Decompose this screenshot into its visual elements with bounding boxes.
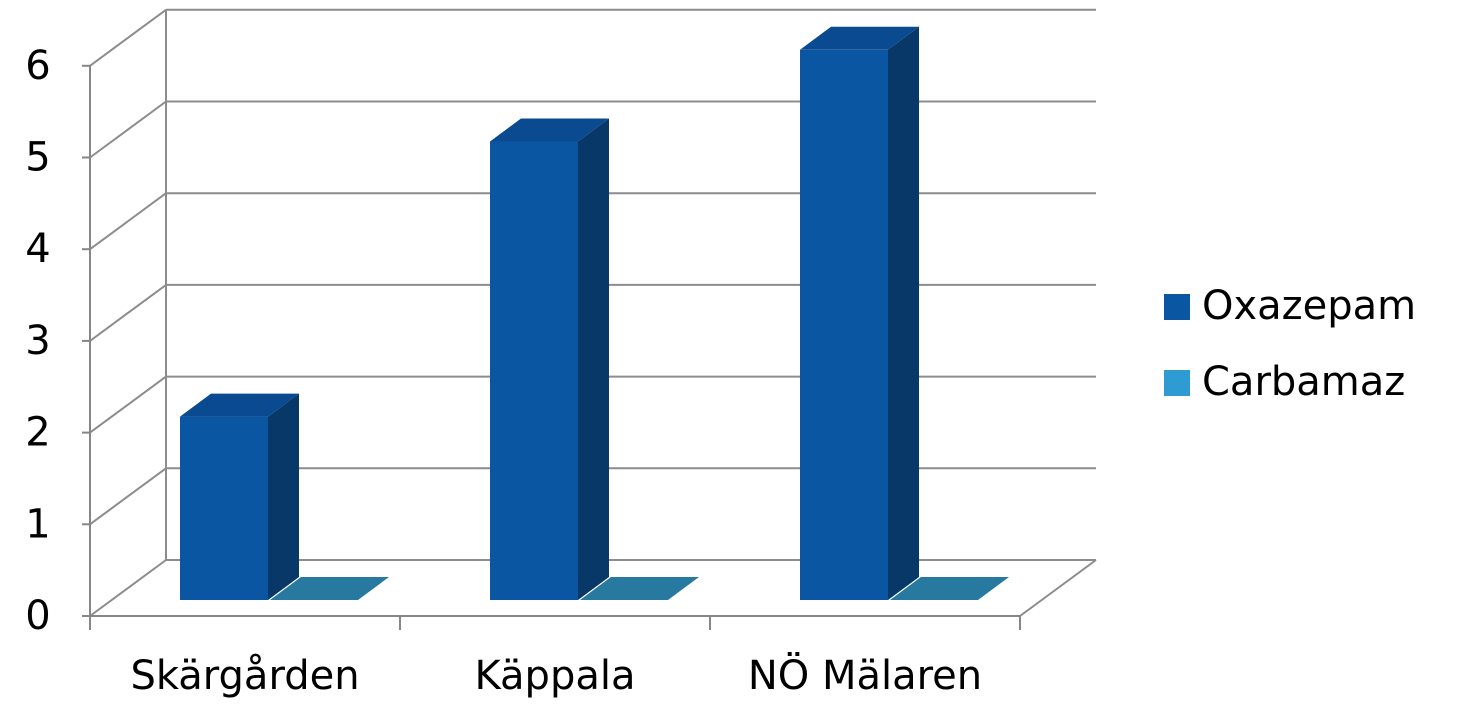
bar-top-0-1 (490, 118, 609, 142)
bar-front-0-0 (180, 416, 268, 600)
bar-side-0-0 (268, 393, 299, 600)
bar-side-0-2 (888, 26, 919, 601)
legend-swatch-0 (1164, 294, 1190, 320)
y-grid-side-line (89, 8, 167, 67)
legend-label-0: Oxazepam (1202, 283, 1416, 329)
y-tick-label: 6 (25, 43, 50, 89)
x-category-label: Skärgården (130, 653, 359, 699)
x-category-label: NÖ Mälaren (748, 651, 982, 699)
y-tick-label: 3 (25, 318, 50, 364)
bar-front-0-1 (490, 141, 578, 600)
bar-top-1-0 (270, 577, 389, 600)
y-tick-label: 1 (25, 501, 50, 547)
y-grid-side-line (89, 467, 167, 526)
y-grid-side-line (89, 559, 167, 617)
y-grid-side-line (89, 375, 167, 434)
y-grid-side-line (89, 284, 167, 342)
y-tick-label: 0 (25, 593, 50, 639)
y-grid-side-line (89, 100, 167, 159)
y-tick-label: 4 (25, 226, 50, 272)
y-tick-label: 5 (25, 135, 50, 181)
y-tick-label: 2 (25, 410, 50, 456)
bar-side-0-1 (578, 118, 609, 600)
legend-label-1: Carbamaz (1202, 359, 1405, 405)
bar-top-1-2 (890, 577, 1009, 600)
y-grid-side-line (89, 192, 167, 251)
bar-top-1-1 (580, 577, 699, 600)
bar-top-0-0 (180, 393, 299, 417)
bar-top-0-2 (800, 26, 919, 50)
bar-front-0-2 (800, 49, 888, 601)
floor-right-edge (1019, 559, 1097, 617)
legend-swatch-1 (1164, 370, 1190, 396)
x-category-label: Käppala (475, 653, 636, 699)
